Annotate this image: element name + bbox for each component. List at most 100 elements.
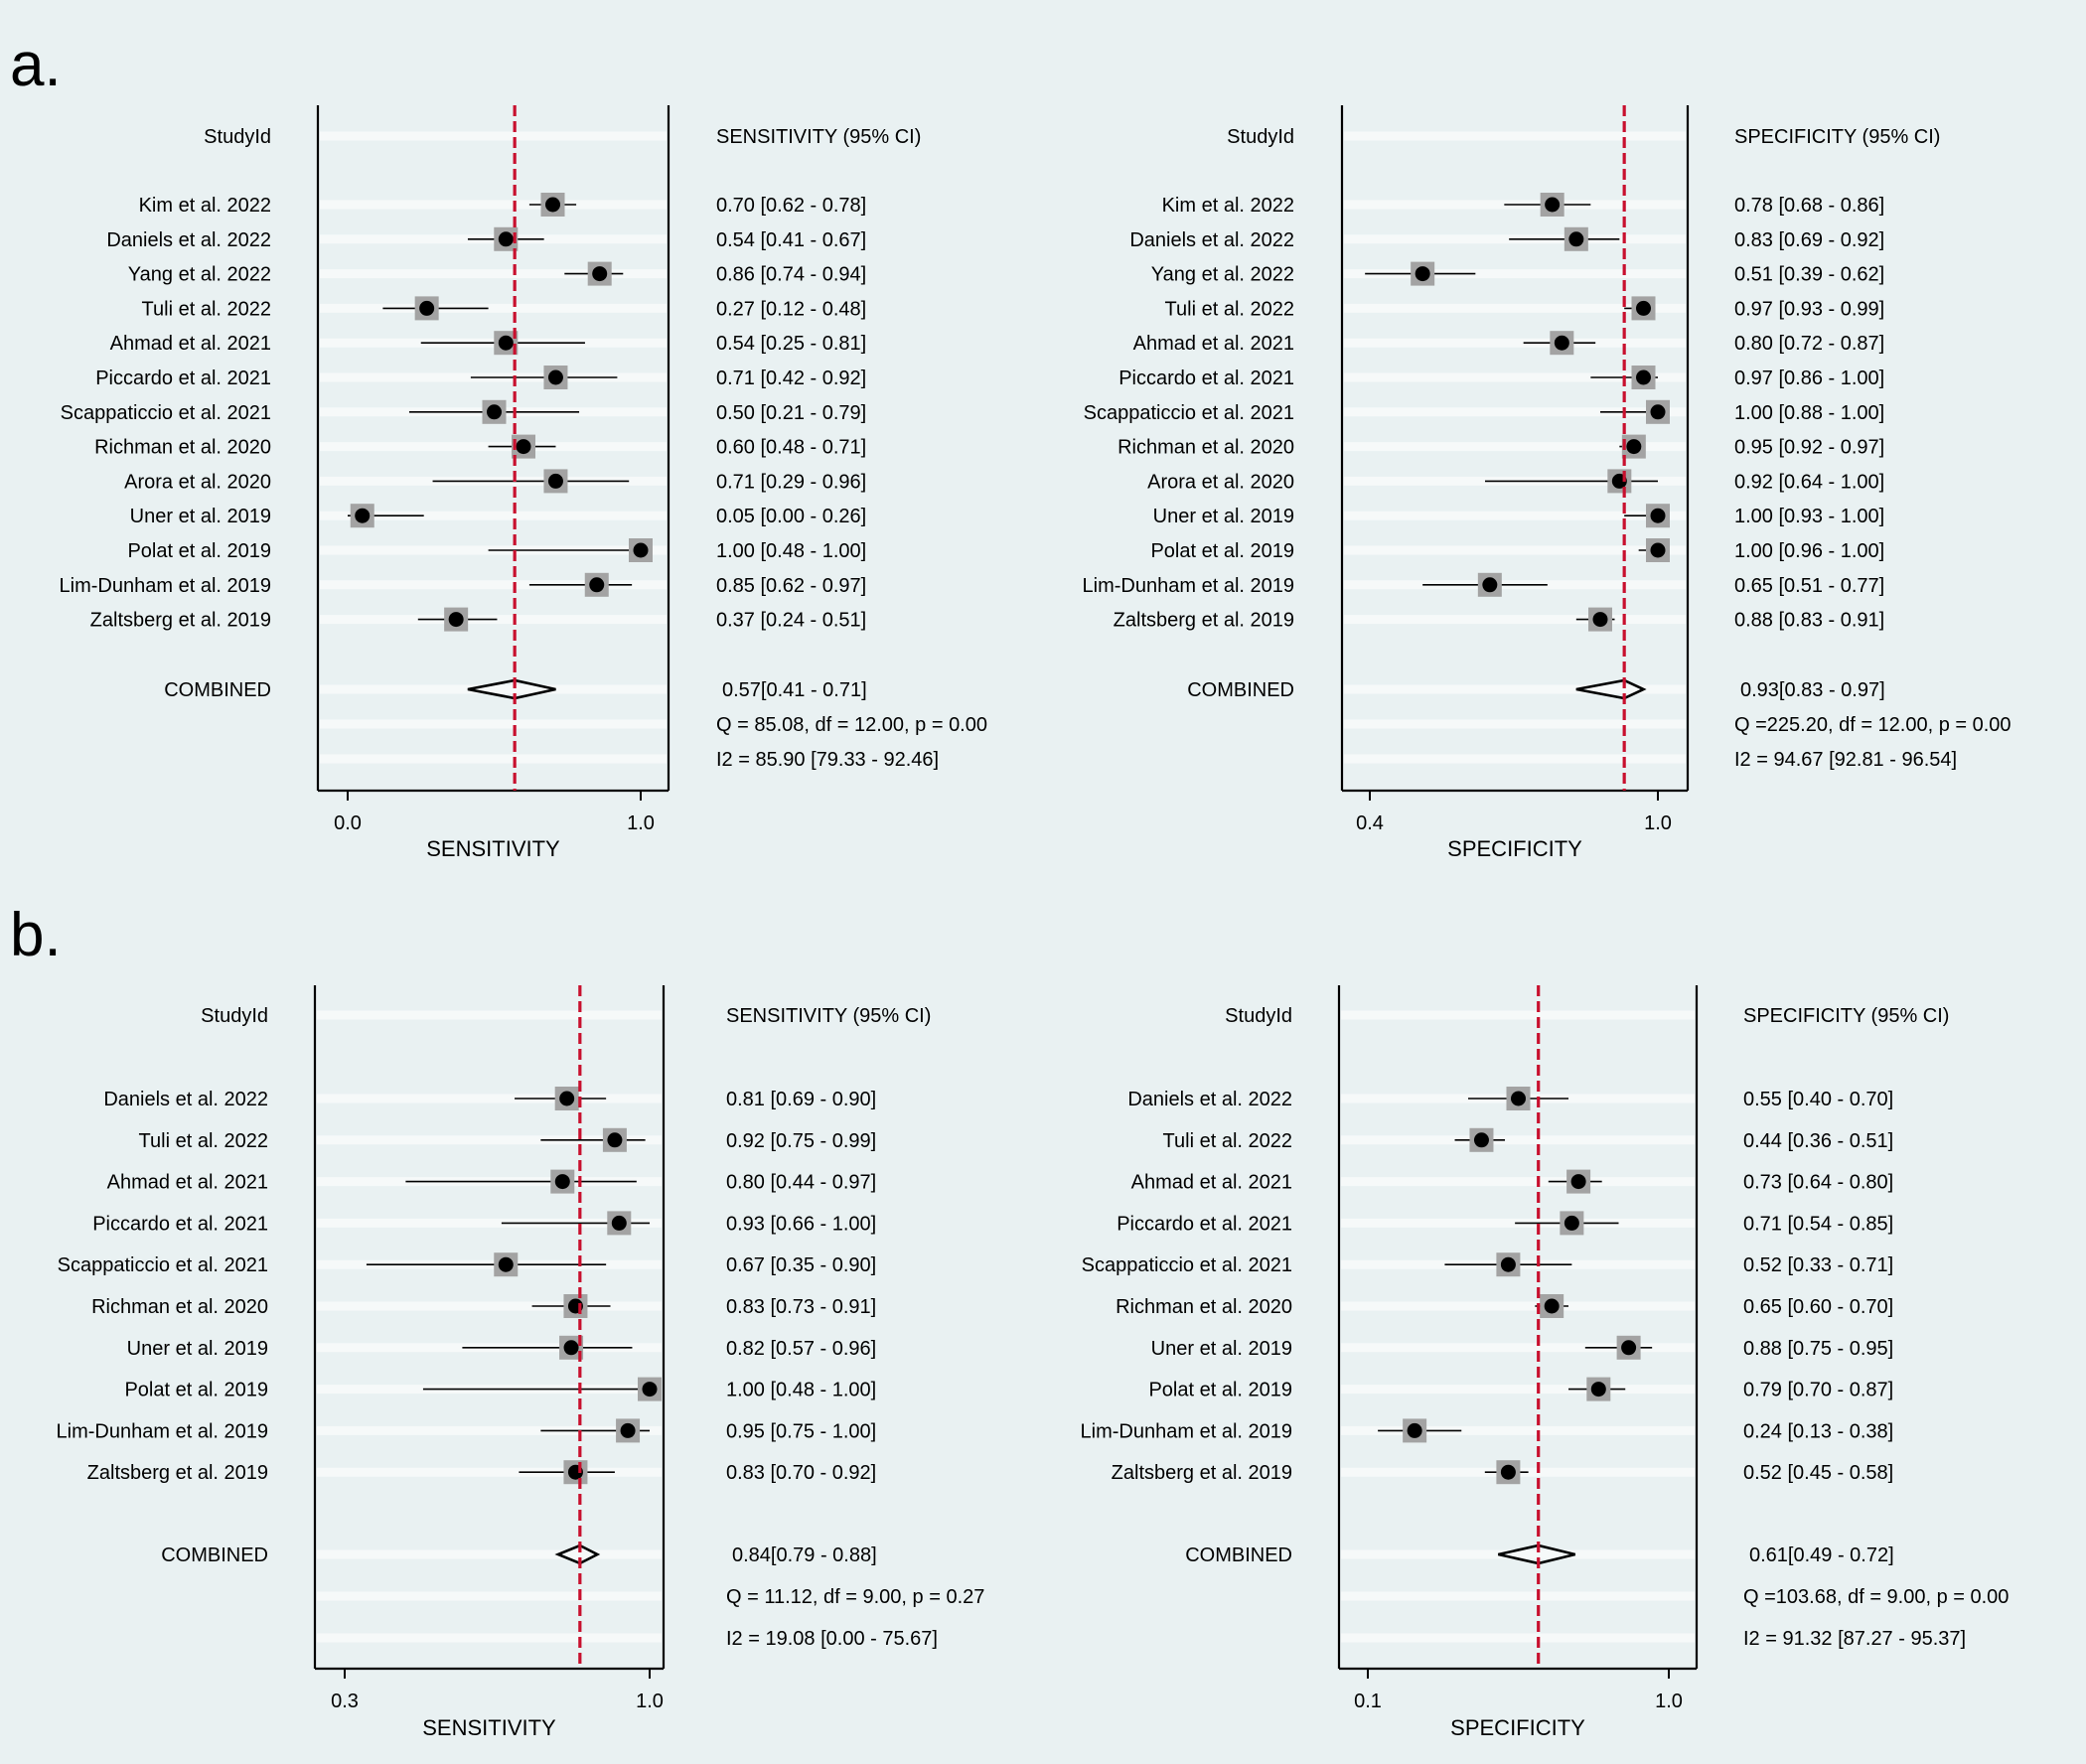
study-name: Scappaticcio et al. 2021 xyxy=(61,402,271,424)
point-estimate xyxy=(547,473,563,489)
forest-plot-1-sensitivity: 0.0 1.0 SENSITIVITY StudyId SENSITIVITY (95%… xyxy=(60,105,987,861)
point-estimate xyxy=(1650,508,1666,523)
study-ci-label: 0.52 [0.45 - 0.58] xyxy=(1743,1462,1893,1484)
point-estimate xyxy=(1511,1091,1526,1106)
study-name: Uner et al. 2019 xyxy=(1153,506,1294,527)
point-estimate xyxy=(1650,542,1666,558)
point-estimate xyxy=(448,612,464,628)
study-name: Polat et al. 2019 xyxy=(1148,1380,1292,1401)
point-estimate xyxy=(547,369,563,385)
study-name: Ahmad et al. 2021 xyxy=(1131,1172,1292,1194)
forest-plot-2-specificity: 0.4 1.0 SPECIFICITY StudyId SPECIFICITY (95%… xyxy=(1083,105,2012,861)
point-estimate xyxy=(1636,300,1651,316)
combined-diamond xyxy=(1498,1544,1576,1565)
x-axis-label: SENSITIVITY xyxy=(422,1715,556,1740)
point-estimate xyxy=(1564,1215,1579,1231)
combined-label: COMBINED xyxy=(161,1544,268,1566)
study-name: Piccardo et al. 2021 xyxy=(92,1213,268,1235)
panel-a-label: a. xyxy=(10,31,62,99)
study-ci-label: 0.79 [0.70 - 0.87] xyxy=(1743,1380,1893,1401)
study-name: Tuli et al. 2022 xyxy=(1165,298,1294,320)
combined-ci-label: 0.61[0.49 - 0.72] xyxy=(1749,1544,1894,1566)
studyid-header: StudyId xyxy=(1225,1005,1292,1027)
study-ci-label: 1.00 [0.88 - 1.00] xyxy=(1734,402,1884,424)
point-estimate xyxy=(419,300,435,316)
point-estimate xyxy=(1570,1174,1586,1190)
point-estimate xyxy=(487,404,502,420)
study-name: Zaltsberg et al. 2019 xyxy=(1114,610,1294,632)
study-ci-label: 0.83 [0.69 - 0.92] xyxy=(1734,229,1884,251)
i2-statistic: I2 = 19.08 [0.00 - 75.67] xyxy=(726,1628,938,1650)
study-ci-label: 0.50 [0.21 - 0.79] xyxy=(716,402,866,424)
study-name: Ahmad et al. 2021 xyxy=(107,1172,268,1194)
q-statistic: Q =103.68, df = 9.00, p = 0.00 xyxy=(1743,1586,2009,1608)
study-ci-label: 0.24 [0.13 - 0.38] xyxy=(1743,1420,1893,1442)
study-name: Ahmad et al. 2021 xyxy=(110,333,271,355)
combined-label: COMBINED xyxy=(1185,1544,1292,1566)
study-name: Zaltsberg et al. 2019 xyxy=(87,1462,268,1484)
study-ci-label: 0.85 [0.62 - 0.97] xyxy=(716,575,866,597)
forest-plot-4-specificity: 0.1 1.0 SPECIFICITY StudyId SPECIFICITY (95%… xyxy=(1081,985,2009,1740)
point-estimate xyxy=(589,577,605,593)
study-name: Uner et al. 2019 xyxy=(127,1338,268,1360)
study-ci-label: 0.05 [0.00 - 0.26] xyxy=(716,506,866,527)
study-name: Zaltsberg et al. 2019 xyxy=(90,610,271,632)
study-ci-label: 0.97 [0.93 - 0.99] xyxy=(1734,298,1884,320)
point-estimate xyxy=(516,439,531,455)
study-ci-label: 0.88 [0.83 - 0.91] xyxy=(1734,610,1884,632)
study-ci-label: 0.86 [0.74 - 0.94] xyxy=(716,264,866,286)
study-ci-label: 0.54 [0.41 - 0.67] xyxy=(716,229,866,251)
study-name: Daniels et al. 2022 xyxy=(1127,1089,1292,1110)
point-estimate xyxy=(1592,612,1608,628)
i2-statistic: I2 = 85.90 [79.33 - 92.46] xyxy=(716,749,939,771)
study-name: Arora et al. 2020 xyxy=(1147,471,1294,493)
study-name: Tuli et al. 2022 xyxy=(142,298,271,320)
point-estimate xyxy=(592,266,608,282)
study-name: Daniels et al. 2022 xyxy=(1129,229,1294,251)
studyid-header: StudyId xyxy=(201,1005,268,1027)
point-estimate xyxy=(633,542,649,558)
study-name: Piccardo et al. 2021 xyxy=(1117,1213,1292,1235)
study-name: Tuli et al. 2022 xyxy=(139,1130,268,1152)
study-name: Yang et al. 2022 xyxy=(1151,264,1294,286)
x-tick-label: 1.0 xyxy=(1644,812,1672,834)
study-ci-label: 0.95 [0.75 - 1.00] xyxy=(726,1420,876,1442)
point-estimate xyxy=(498,231,514,247)
point-estimate xyxy=(1544,1298,1560,1314)
point-estimate xyxy=(355,508,371,523)
point-estimate xyxy=(559,1091,575,1106)
x-tick-label: 0.0 xyxy=(334,812,362,834)
study-name: Scappaticcio et al. 2021 xyxy=(58,1254,268,1276)
point-estimate xyxy=(498,1256,514,1272)
x-tick-label: 1.0 xyxy=(627,812,655,834)
study-ci-label: 0.92 [0.64 - 1.00] xyxy=(1734,471,1884,493)
point-estimate xyxy=(1482,577,1498,593)
combined-ci-label: 0.84[0.79 - 0.88] xyxy=(732,1544,877,1566)
point-estimate xyxy=(611,1215,627,1231)
study-name: Lim-Dunham et al. 2019 xyxy=(1081,1420,1292,1442)
study-name: Richman et al. 2020 xyxy=(94,437,271,459)
study-name: Arora et al. 2020 xyxy=(124,471,271,493)
study-ci-label: 0.71 [0.29 - 0.96] xyxy=(716,471,866,493)
point-estimate xyxy=(1554,335,1569,351)
study-ci-label: 0.83 [0.70 - 0.92] xyxy=(726,1462,876,1484)
point-estimate xyxy=(1473,1132,1489,1148)
x-tick-label: 0.4 xyxy=(1356,812,1384,834)
x-tick-label: 1.0 xyxy=(636,1690,664,1712)
panel-b-label: b. xyxy=(10,901,62,969)
study-name: Scappaticcio et al. 2021 xyxy=(1084,402,1294,424)
point-estimate xyxy=(1568,231,1584,247)
study-name: Richman et al. 2020 xyxy=(1116,1296,1292,1318)
x-tick-label: 0.3 xyxy=(331,1690,359,1712)
point-estimate xyxy=(1621,1340,1637,1356)
point-estimate xyxy=(642,1382,658,1397)
combined-label: COMBINED xyxy=(164,679,271,701)
study-ci-label: 0.37 [0.24 - 0.51] xyxy=(716,610,866,632)
point-estimate xyxy=(554,1174,570,1190)
study-ci-label: 0.83 [0.73 - 0.91] xyxy=(726,1296,876,1318)
studyid-header: StudyId xyxy=(1227,126,1294,148)
study-ci-label: 0.97 [0.86 - 1.00] xyxy=(1734,368,1884,389)
point-estimate xyxy=(607,1132,623,1148)
study-name: Daniels et al. 2022 xyxy=(103,1089,268,1110)
